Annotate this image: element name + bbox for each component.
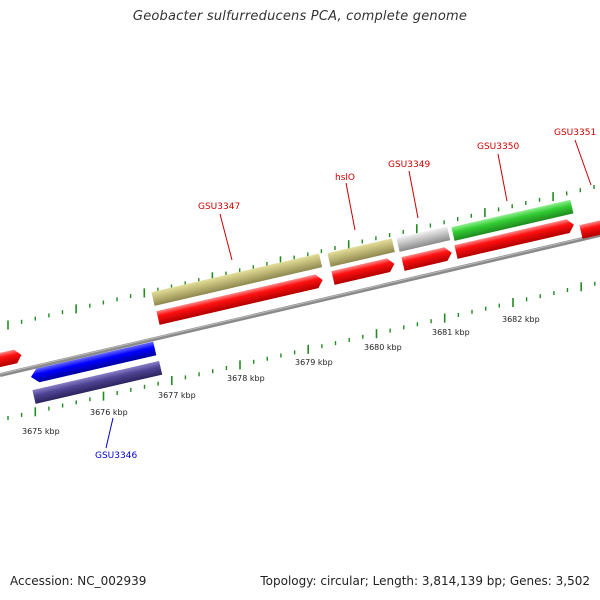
kbp-label: 3677 kbp [158, 391, 196, 400]
kbp-label: 3681 kbp [432, 328, 470, 337]
feature-gsu3346-blue[interactable] [29, 341, 157, 384]
gene-label-gsu3347[interactable]: GSU3347 [198, 202, 240, 212]
feature-hslo-khaki[interactable] [327, 238, 395, 267]
gene-label-gsu3349[interactable]: GSU3349 [388, 160, 430, 170]
gene-label-gsu3346[interactable]: GSU3346 [95, 451, 137, 461]
map-title: Geobacter sulfurreducens PCA, complete g… [132, 9, 468, 24]
feature-hslo-red[interactable] [331, 257, 396, 285]
genome-backbone [0, 233, 600, 377]
gene-label-connector [574, 139, 592, 186]
feature-gsu3347-khaki[interactable] [151, 253, 323, 306]
feature-gsu3351-red[interactable] [579, 216, 600, 239]
feature-gsu3346-navy[interactable] [32, 360, 163, 404]
feature-gsu3349-grey[interactable] [396, 226, 451, 252]
gene-label-gsu3350[interactable]: GSU3350 [477, 142, 519, 152]
gene-label-connector [345, 182, 356, 231]
kbp-label: 3680 kbp [364, 343, 402, 352]
feature-gsu3350-red[interactable] [454, 218, 575, 259]
feature-reverse-red-left[interactable] [0, 348, 23, 372]
feature-gsu3347-red[interactable] [156, 273, 324, 325]
gene-label-connector [408, 170, 419, 219]
feature-gsu3350-green[interactable] [451, 199, 574, 241]
gene-label-connector [105, 417, 114, 449]
kbp-label: 3676 kbp [90, 408, 128, 417]
lower-tick-ruler [7, 281, 596, 420]
feature-gsu3349-red[interactable] [401, 246, 453, 271]
kbp-label: 3682 kbp [502, 315, 540, 324]
genome-backbone-highlight [0, 233, 600, 375]
gene-label-connector [497, 153, 508, 202]
kbp-label: 3678 kbp [227, 374, 265, 383]
gene-label-hslo[interactable]: hslO [335, 173, 355, 183]
kbp-label: 3679 kbp [295, 358, 333, 367]
gene-label-connector [219, 213, 233, 261]
accession-text: Accession: NC_002939 [10, 574, 147, 588]
kbp-label: 3675 kbp [22, 427, 60, 436]
topology-summary: Topology: circular; Length: 3,814,139 bp… [260, 574, 590, 588]
gene-label-gsu3351[interactable]: GSU3351 [554, 128, 596, 138]
